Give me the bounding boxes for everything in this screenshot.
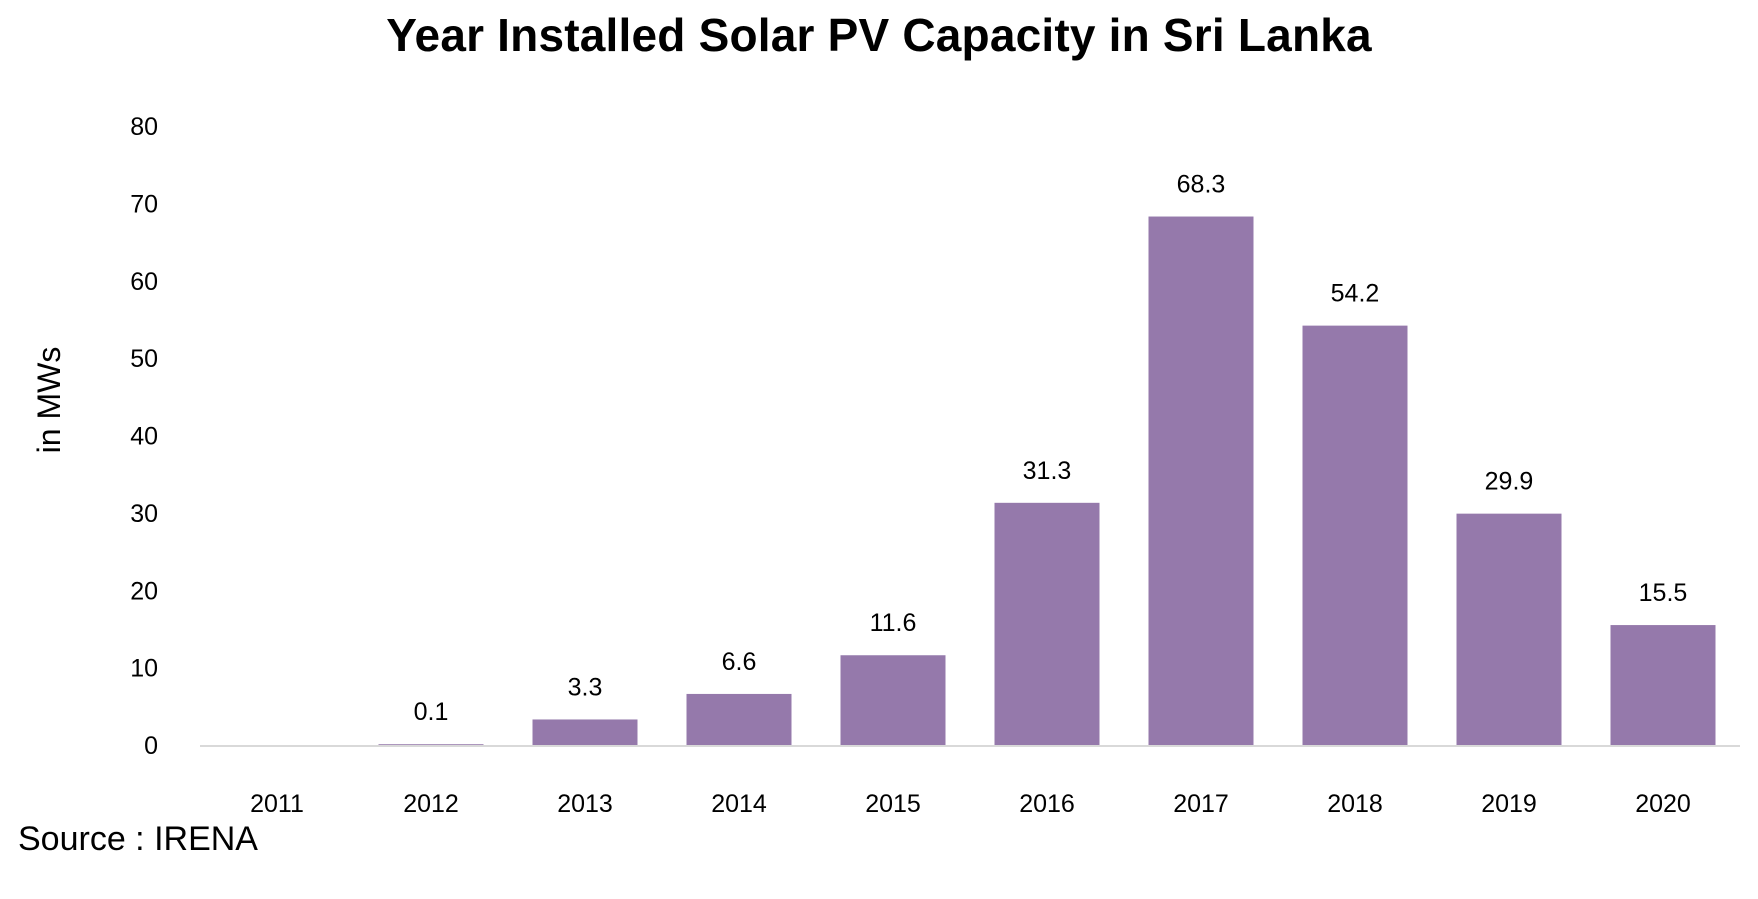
data-label: 68.3 [1177, 171, 1226, 199]
y-tick-label: 0 [144, 732, 158, 760]
source-note: Source : IRENA [18, 820, 258, 858]
y-tick-label: 80 [130, 113, 158, 141]
data-label: 11.6 [870, 609, 917, 637]
data-label: 54.2 [1331, 280, 1380, 308]
y-tick-label: 30 [130, 500, 158, 528]
x-tick-label: 2018 [1327, 790, 1383, 818]
data-label: 15.5 [1639, 579, 1688, 607]
bar [840, 655, 946, 745]
x-tick-label: 2011 [250, 790, 304, 818]
data-labels-group: 0.1 3.3 6.6 11.6 31.3 68.3 54.2 29.9 15.5 [414, 171, 1688, 727]
data-label: 31.3 [1023, 457, 1072, 485]
x-axis-ticks: 2011 2012 2013 2014 2015 2016 2017 2018 2019 2020 [250, 790, 1691, 818]
bar [1610, 625, 1716, 745]
data-label: 3.3 [568, 673, 603, 701]
x-tick-label: 2019 [1481, 790, 1537, 818]
x-tick-label: 2012 [403, 790, 459, 818]
y-tick-label: 40 [130, 423, 158, 451]
bar [1302, 325, 1408, 745]
x-tick-label: 2016 [1019, 790, 1075, 818]
y-tick-label: 60 [130, 268, 158, 296]
bar [532, 719, 638, 745]
y-tick-label: 20 [130, 577, 158, 605]
x-tick-label: 2014 [711, 790, 767, 818]
y-tick-label: 10 [130, 655, 158, 683]
bar [378, 744, 484, 745]
x-tick-label: 2013 [557, 790, 613, 818]
x-tick-label: 2020 [1635, 790, 1691, 818]
chart-title: Year Installed Solar PV Capacity in Sri … [386, 9, 1372, 61]
bar [994, 502, 1100, 745]
data-label: 29.9 [1485, 468, 1534, 496]
y-axis-label: in MWs [31, 347, 67, 454]
y-tick-label: 70 [130, 190, 158, 218]
bar [1456, 513, 1562, 745]
y-axis-ticks: 0 10 20 30 40 50 60 70 80 [130, 113, 158, 760]
y-tick-label: 50 [130, 345, 158, 373]
bar [686, 693, 792, 745]
x-tick-label: 2017 [1173, 790, 1229, 818]
data-label: 0.1 [414, 698, 449, 726]
bars-group [378, 216, 1716, 745]
x-tick-label: 2015 [865, 790, 921, 818]
data-label: 6.6 [722, 648, 757, 676]
bar [1148, 216, 1254, 745]
